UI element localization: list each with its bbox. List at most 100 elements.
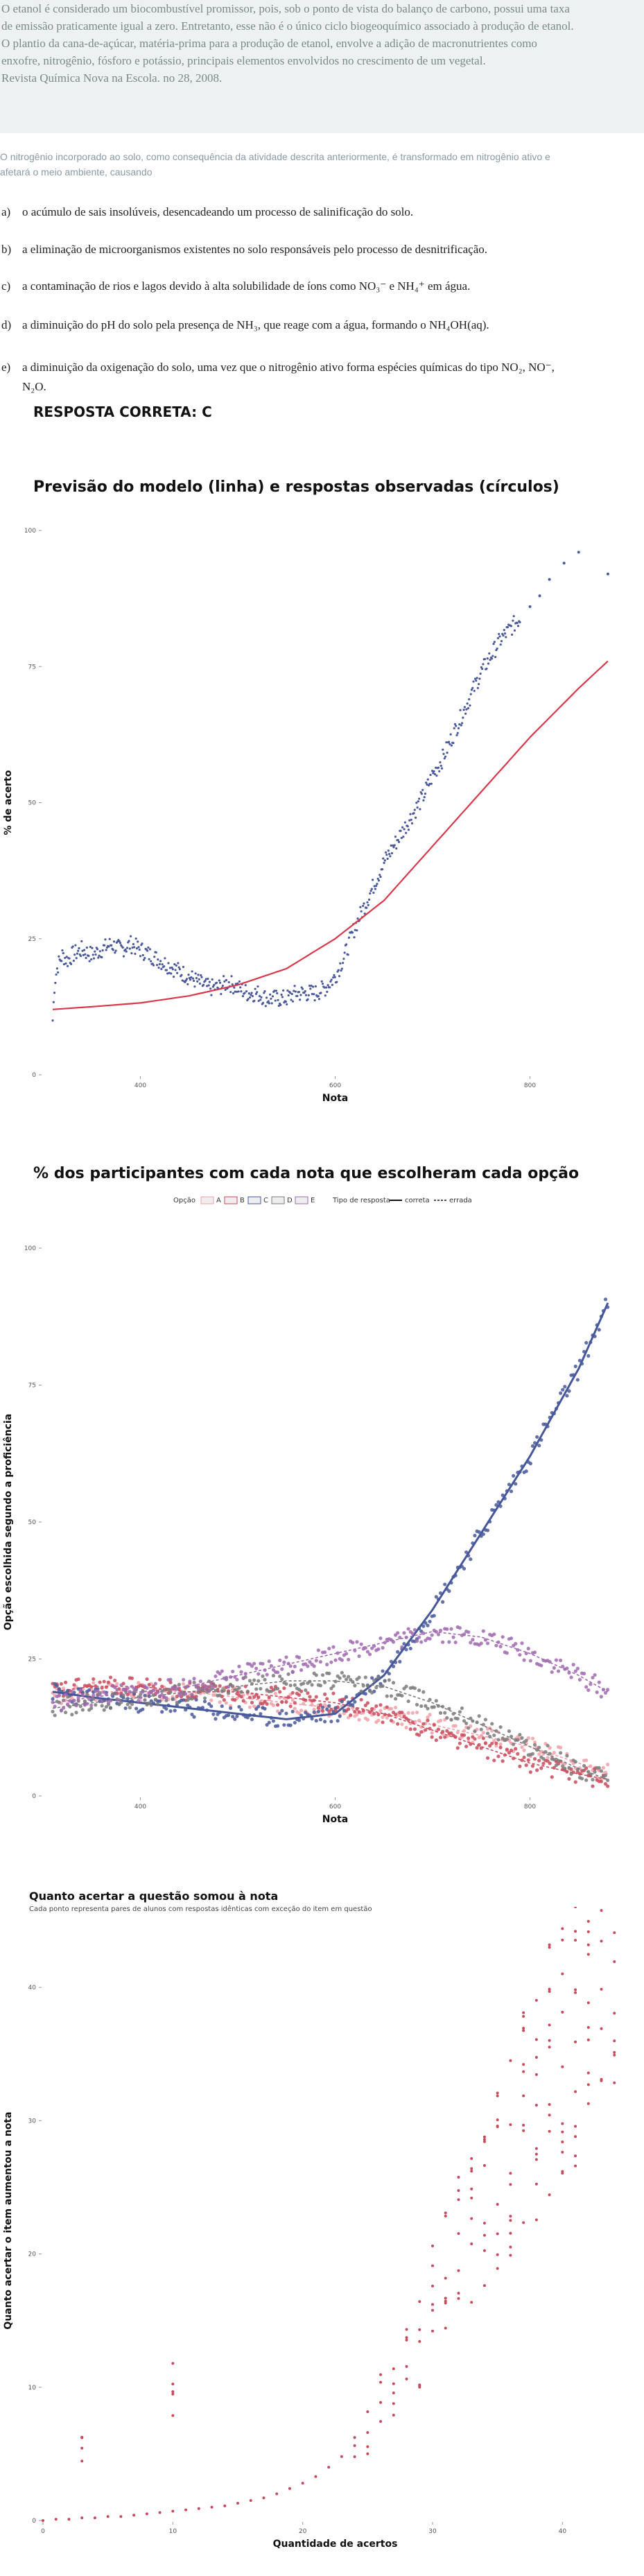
data-point — [291, 1000, 295, 1003]
data-point — [472, 680, 475, 683]
data-point — [159, 960, 162, 962]
data-point-B — [297, 1693, 302, 1697]
data-point-E — [57, 1693, 61, 1697]
data-point — [76, 952, 79, 955]
data-point-E — [155, 1691, 160, 1695]
data-point-B — [483, 1741, 488, 1745]
data-point — [385, 854, 388, 856]
data-point — [377, 879, 381, 882]
data-point — [207, 977, 209, 980]
data-point-C — [351, 1703, 355, 1707]
data-point — [375, 885, 378, 888]
data-point — [387, 849, 390, 852]
data-point-C — [207, 1702, 211, 1706]
data-point-E — [59, 1708, 64, 1713]
data-point-E — [80, 1693, 85, 1697]
data-point — [281, 996, 284, 999]
data-point-D — [164, 1698, 168, 1702]
data-point — [175, 964, 177, 967]
data-point-B — [389, 1718, 394, 1722]
data-point — [181, 979, 184, 982]
data-point — [171, 968, 174, 971]
data-point — [176, 971, 179, 974]
data-point — [418, 2340, 421, 2343]
data-point — [475, 679, 478, 682]
data-point-C — [323, 1720, 327, 1724]
data-point-E — [370, 1646, 374, 1650]
data-point — [152, 964, 155, 967]
data-point — [293, 985, 296, 987]
data-point — [415, 802, 418, 804]
y-tick-label: 100 — [24, 528, 36, 535]
data-point — [498, 632, 501, 635]
data-point-B — [365, 1701, 370, 1705]
data-point-C — [441, 1600, 445, 1604]
data-point-C — [514, 1482, 518, 1486]
data-point — [62, 952, 64, 955]
data-point — [309, 987, 312, 990]
data-point-B — [528, 1770, 532, 1774]
data-point — [414, 816, 417, 819]
data-point — [586, 1953, 590, 1956]
data-point-D — [573, 1760, 577, 1764]
data-point — [238, 980, 241, 983]
data-point-D — [507, 1729, 512, 1734]
data-point — [304, 989, 306, 993]
data-point — [207, 984, 210, 987]
data-point — [230, 975, 233, 978]
data-point-E — [141, 1690, 145, 1694]
data-point — [210, 2505, 214, 2509]
y-tick-label: 25 — [28, 936, 36, 943]
data-point-B — [329, 1707, 333, 1711]
data-point-D — [406, 1699, 410, 1704]
data-point — [64, 956, 67, 960]
data-point-C — [288, 1723, 293, 1727]
data-point-E — [316, 1648, 320, 1652]
data-point — [287, 994, 290, 997]
data-point-B — [518, 1764, 522, 1768]
data-point — [528, 605, 532, 608]
data-point — [196, 980, 199, 983]
data-point-B — [151, 1684, 155, 1688]
data-point-C — [378, 1682, 383, 1686]
data-point — [522, 2026, 525, 2030]
data-point — [165, 969, 168, 971]
data-point-B — [400, 1711, 404, 1715]
data-point — [60, 960, 63, 962]
data-point — [506, 625, 509, 629]
data-point — [548, 1946, 551, 1949]
data-point — [369, 890, 372, 892]
data-point-D — [496, 1738, 501, 1742]
data-point-E — [312, 1664, 316, 1668]
data-point — [405, 2365, 408, 2368]
data-point-E — [106, 1701, 111, 1705]
option-text: a contaminação de rios e lagos devido à … — [22, 279, 471, 293]
data-point — [522, 2070, 525, 2073]
data-point-E — [252, 1661, 256, 1666]
data-point-E — [139, 1695, 143, 1700]
data-point — [502, 634, 505, 637]
data-point — [125, 946, 129, 949]
data-point-C — [276, 1724, 280, 1728]
data-point-B — [424, 1728, 428, 1732]
data-point-B — [147, 1682, 151, 1687]
data-point — [277, 1004, 280, 1008]
data-point-E — [153, 1682, 158, 1686]
data-point-C — [256, 1704, 261, 1709]
data-point-E — [336, 1651, 340, 1655]
data-point-D — [458, 1710, 462, 1714]
data-point — [402, 836, 405, 838]
data-point — [55, 967, 58, 970]
data-point — [359, 906, 362, 908]
data-point — [171, 2390, 175, 2394]
data-point — [470, 2242, 473, 2245]
data-point-C — [462, 1566, 467, 1571]
data-point-A — [115, 1682, 119, 1686]
data-point — [290, 992, 293, 996]
data-point-B — [276, 1703, 280, 1707]
data-point-D — [483, 1718, 488, 1722]
data-point-E — [113, 1685, 117, 1689]
data-point-C — [481, 1532, 485, 1537]
data-point — [329, 986, 331, 989]
data-point — [367, 898, 371, 901]
